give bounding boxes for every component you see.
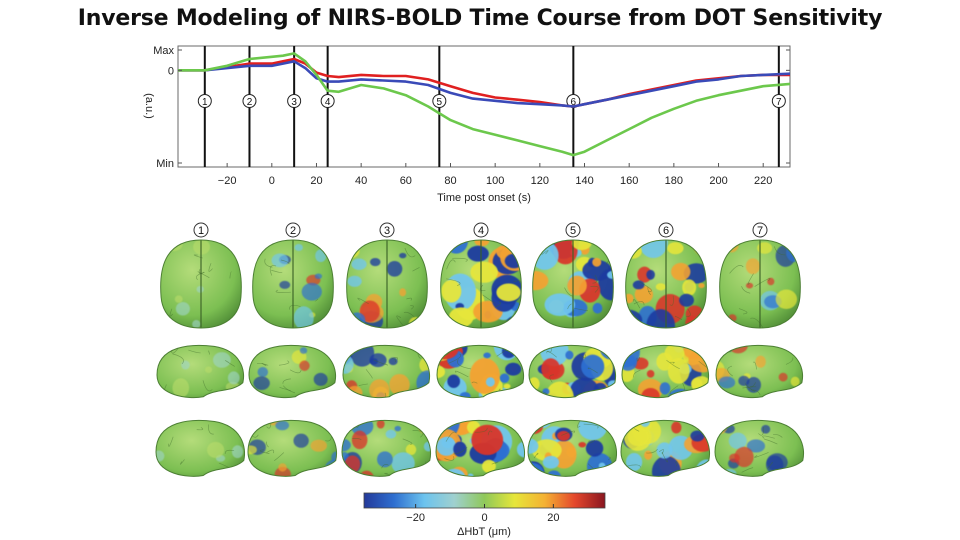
time-marker-badge [197, 94, 212, 108]
panel-badge [565, 222, 581, 238]
panel-badge [285, 222, 301, 238]
x-tick-label: 120 [531, 175, 549, 187]
panel-label: 7 [757, 225, 763, 237]
time-marker-badge [242, 94, 257, 108]
panel-label: 2 [290, 225, 296, 237]
panel-badge [473, 222, 489, 238]
time-marker-label: 7 [776, 97, 782, 108]
panel-label: 3 [384, 225, 390, 237]
x-axis-title: Time post onset (s) [437, 192, 531, 204]
panel-label: 6 [663, 225, 669, 237]
brain-top-view [719, 239, 801, 329]
time-marker-label: 1 [202, 97, 208, 108]
brain-side-view [528, 344, 617, 399]
x-tick-label: 80 [444, 175, 456, 187]
panel-label: 4 [478, 225, 484, 237]
y-tick-label: Max [153, 45, 174, 57]
brain-side-view [527, 419, 618, 477]
colorbar-tick-label: 20 [547, 512, 559, 524]
x-tick-label: 200 [709, 175, 727, 187]
brain-top-view [160, 239, 242, 329]
x-tick-label: 60 [400, 175, 412, 187]
colorbar-tick-label: 0 [481, 512, 487, 524]
time-marker-label: 5 [437, 97, 443, 108]
time-marker-badge [432, 94, 447, 108]
time-marker-badge [320, 94, 335, 108]
x-tick-label: 140 [575, 175, 593, 187]
time-marker-badge [287, 94, 302, 108]
brain-side-view [155, 419, 246, 477]
slide-title: Inverse Modeling of NIRS-BOLD Time Cours… [77, 6, 883, 31]
x-tick-label: 180 [665, 175, 683, 187]
x-tick-label: 100 [486, 175, 504, 187]
brain-top-view [532, 239, 614, 329]
brain-side-view [714, 419, 805, 477]
brain-side-view [248, 344, 337, 399]
brain-side-view [436, 344, 525, 399]
panel-badge [658, 222, 674, 238]
panel-badge [752, 222, 768, 238]
brain-side-view [621, 344, 710, 399]
colorbar-label: ΔHbT (μm) [457, 526, 511, 538]
x-tick-label: −20 [218, 175, 237, 187]
x-tick-label: 220 [754, 175, 772, 187]
brain-top-view [625, 239, 707, 329]
y-axis-title: (a.u.) [143, 93, 155, 119]
brain-side-view [156, 344, 245, 399]
time-marker-label: 2 [247, 97, 253, 108]
brain-top-view [440, 239, 522, 329]
brain-side-view [342, 344, 431, 399]
brain-top-view [346, 239, 428, 329]
plot-frame [177, 45, 791, 168]
panel-label: 1 [198, 225, 204, 237]
time-marker-label: 6 [571, 97, 577, 108]
y-tick-label: Min [156, 158, 174, 170]
time-marker-badge [771, 94, 786, 108]
brain-side-view [620, 419, 711, 477]
x-tick-label: 160 [620, 175, 638, 187]
time-marker-label: 3 [291, 97, 297, 108]
panel-badge [193, 222, 209, 238]
brain-side-view [247, 419, 338, 477]
x-tick-label: 40 [355, 175, 367, 187]
panel-label: 5 [570, 225, 576, 237]
brain-side-view [715, 344, 804, 399]
brain-top-view [252, 239, 334, 329]
time-marker-label: 4 [325, 97, 331, 108]
x-tick-label: 20 [310, 175, 322, 187]
brain-side-view [435, 419, 526, 477]
x-tick-label: 0 [269, 175, 275, 187]
series-line-2 [178, 60, 791, 108]
panel-badge [379, 222, 395, 238]
colorbar-tick-label: −20 [406, 512, 425, 524]
brain-side-view [341, 419, 432, 477]
y-tick-label: 0 [168, 65, 174, 77]
series-line-3 [178, 52, 791, 157]
